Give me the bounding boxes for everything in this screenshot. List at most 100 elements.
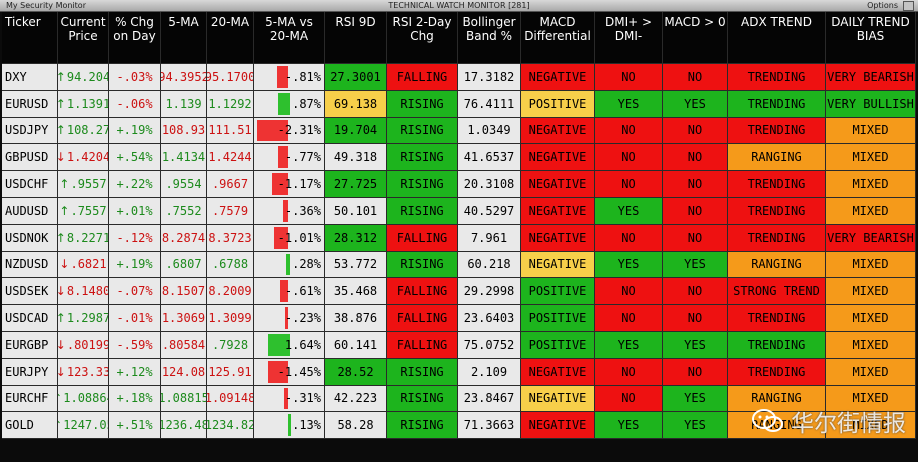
- spread-cell: -1.17%: [254, 171, 325, 198]
- ticker-cell: USDNOK: [2, 224, 58, 252]
- options-menu[interactable]: Options: [867, 1, 898, 10]
- ticker-cell: GOLD: [2, 412, 58, 440]
- rsi2-cell: FALLING: [387, 278, 458, 306]
- price-cell: ↑ .9557: [58, 171, 109, 198]
- watermark: 华尔街情报: [751, 404, 906, 438]
- rsi2-cell: RISING: [387, 90, 458, 118]
- macd-positive-status: YES: [684, 257, 706, 272]
- current-price: .7557: [70, 203, 107, 218]
- bollinger-value: 17.3182: [463, 69, 515, 84]
- table-row[interactable]: AUDUSD ↑ .7557 +.01% .7552 .7579 -.36% 50.101 RI…: [2, 198, 916, 225]
- column-header[interactable]: ADX TREND: [728, 12, 826, 64]
- macd-status: POSITIVE: [528, 284, 587, 299]
- column-header[interactable]: 5-MA: [161, 12, 207, 64]
- adx-cell: TRENDING: [728, 332, 826, 359]
- spread-value: -.77%: [284, 150, 321, 165]
- bb-cell: 75.0752: [458, 332, 521, 359]
- table-row[interactable]: USDCHF ↑ .9557 +.22% .9554 .9667 -1.17% 27.725 R…: [2, 171, 916, 198]
- pct-change: +.54%: [116, 150, 153, 165]
- ticker: DXY: [5, 69, 27, 84]
- column-header[interactable]: RSI 2-Day Chg: [387, 12, 458, 64]
- pct-change: +.18%: [116, 391, 153, 406]
- column-header[interactable]: Ticker: [2, 12, 58, 64]
- arrow-up-icon: ↑: [59, 177, 70, 192]
- adx-cell: TRENDING: [728, 198, 826, 225]
- column-header[interactable]: MACD Differential: [521, 12, 595, 64]
- close-icon[interactable]: [903, 1, 914, 11]
- bias-cell: MIXED: [826, 385, 916, 413]
- dmi-cell: NO: [595, 278, 663, 306]
- table-row[interactable]: NZDUSD ↓ .6821 +.19% .6807 .6788 .28% 53.772 RIS…: [2, 251, 916, 279]
- rsi2-cell: RISING: [387, 412, 458, 440]
- current-price: 108.27: [66, 123, 109, 138]
- column-header[interactable]: 20-MA: [207, 12, 254, 64]
- column-header[interactable]: RSI 9D: [325, 12, 387, 64]
- adx-trend: TRENDING: [747, 230, 806, 245]
- rsi-change: RISING: [400, 150, 444, 165]
- spread-value: .87%: [292, 96, 321, 111]
- bb-cell: 29.2998: [458, 278, 521, 306]
- dmi-status: NO: [621, 391, 636, 406]
- daily-bias: MIXED: [852, 391, 889, 406]
- bb-cell: 1.0349: [458, 117, 521, 145]
- column-header[interactable]: % Chg on Day: [109, 12, 161, 64]
- rsi-cell: 38.876: [325, 305, 387, 332]
- ma5-cell: 1236.48: [161, 412, 207, 440]
- current-price: 1247.05: [63, 418, 109, 433]
- macd-status: NEGATIVE: [528, 123, 587, 138]
- daily-bias: MIXED: [852, 177, 889, 192]
- adx-trend: RANGING: [751, 391, 802, 406]
- table-row[interactable]: EURGBP ↓.80199 -.59% .80584 .7928 1.64% 60.141…: [2, 332, 916, 359]
- column-header[interactable]: MACD > 0: [663, 12, 728, 64]
- macd-cell: POSITIVE: [521, 332, 595, 359]
- dmi-status: YES: [617, 337, 640, 352]
- column-header[interactable]: Bollinger Band %: [458, 12, 521, 64]
- bb-cell: 20.3108: [458, 171, 521, 198]
- rsi2-cell: RISING: [387, 385, 458, 413]
- bollinger-value: 7.961: [470, 230, 508, 245]
- table-row[interactable]: EURUSD ↑1.1391 -.06% 1.139 1.1292 .87% 69.138 R…: [2, 90, 916, 118]
- current-price: .9557: [70, 177, 107, 192]
- ma5-value: 1.4134: [161, 150, 206, 165]
- ticker-cell: DXY: [2, 64, 58, 91]
- rsi-cell: 28.52: [325, 358, 387, 386]
- ticker: USDSEK: [5, 284, 49, 299]
- technical-watch-table: Ticker Current Price% Chg on Day 5-MA 20-MA…: [2, 12, 916, 459]
- ma20-value: 1.1292: [208, 96, 252, 111]
- chg-cell: +.54%: [109, 144, 161, 172]
- daily-bias: MIXED: [852, 337, 889, 352]
- column-header[interactable]: DAILY TREND BIAS: [826, 12, 916, 64]
- arrow-down-icon: ↓: [59, 257, 70, 272]
- macd-cell: NEGATIVE: [521, 198, 595, 225]
- column-header[interactable]: Current Price: [58, 12, 109, 64]
- negative-spread-bar: [283, 200, 288, 222]
- dmi-status: NO: [621, 230, 636, 245]
- ma5-cell: .9554: [161, 171, 207, 198]
- bb-cell: 23.6403: [458, 305, 521, 332]
- dmi-cell: YES: [595, 90, 663, 118]
- spread-value: -.61%: [284, 284, 321, 299]
- current-price: .6821: [70, 257, 107, 272]
- column-header[interactable]: 5-MA vs 20-MA: [254, 12, 325, 64]
- column-header[interactable]: DMI+ > DMI-: [595, 12, 663, 64]
- spread-cell: -.23%: [254, 305, 325, 332]
- chg-cell: -.12%: [109, 224, 161, 252]
- dmi-status: YES: [617, 418, 640, 433]
- adx-trend: RANGING: [751, 150, 802, 165]
- macd0-cell: NO: [663, 144, 728, 172]
- ticker: EURUSD: [5, 96, 49, 111]
- ma5-cell: 8.2874: [161, 224, 207, 252]
- ma20-value: 1.4244: [208, 150, 252, 165]
- current-price: 8.2271: [66, 230, 109, 245]
- positive-spread-bar: [278, 92, 290, 115]
- rsi-value: 28.52: [337, 364, 374, 379]
